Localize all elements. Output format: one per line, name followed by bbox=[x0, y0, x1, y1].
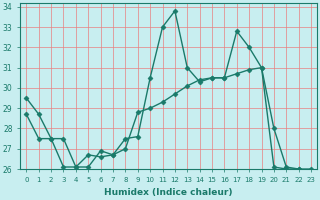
X-axis label: Humidex (Indice chaleur): Humidex (Indice chaleur) bbox=[104, 188, 233, 197]
